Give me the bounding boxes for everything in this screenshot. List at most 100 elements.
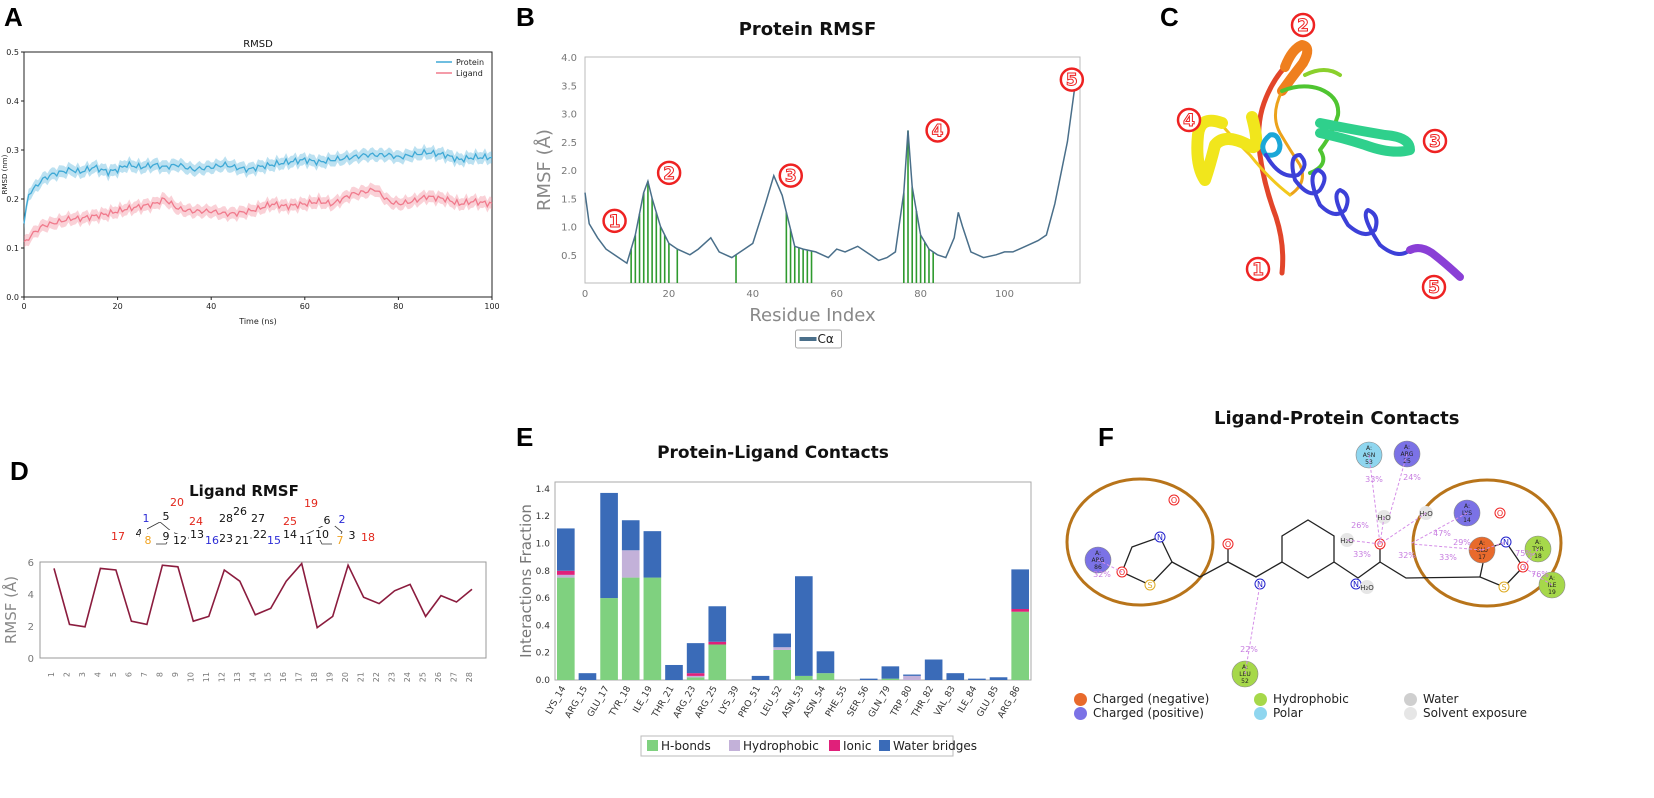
interaction-line — [1481, 541, 1507, 551]
interaction-line — [1368, 454, 1381, 545]
legend-label-ligand: Ligand — [456, 69, 483, 78]
atom-bg — [282, 515, 298, 527]
legend-swatch — [1404, 707, 1417, 720]
residue-chain: A: — [1549, 575, 1555, 582]
x-tick-label: 6 — [124, 672, 133, 677]
residue-chain: A: — [1535, 539, 1541, 546]
bar-segment-water-bridges — [989, 677, 1008, 680]
y-tick-label: 4 — [28, 590, 34, 601]
legend-swatch-h-bonds — [647, 740, 658, 751]
residue-number: 53 — [1365, 459, 1373, 466]
residue-number: 18 — [1534, 553, 1542, 560]
legend: H-bonds Hydrophobic Ionic Water bridges — [640, 735, 977, 757]
marker-circle — [602, 208, 627, 234]
protein-rmsf-chart: Protein RMSF 0 20 40 60 80 100 0.5 1.0 1.5 2.0 2.5 3… — [533, 19, 1085, 349]
interaction-percent: 26% — [1351, 521, 1369, 530]
legend-label: Charged (negative) — [1093, 692, 1210, 706]
marker-number: 4 — [932, 121, 944, 141]
atom-circle — [1498, 581, 1510, 593]
residue-chain: A: — [1404, 444, 1410, 451]
interaction-line — [1379, 516, 1385, 545]
panel-letter-f: F — [1098, 422, 1114, 452]
y-tick-label: 6 — [28, 558, 34, 569]
x-tick-label: ILE_84 — [956, 684, 979, 715]
atom-number: 24 — [189, 515, 203, 528]
bar-segment-water-bridges — [665, 664, 683, 680]
legend-entry: Charged (positive) — [1074, 706, 1204, 720]
atom-bg — [282, 528, 298, 540]
x-tick-label: 18 — [310, 672, 319, 682]
chart-title: Protein-Ligand Contacts — [657, 443, 889, 463]
series-band-protein — [24, 143, 492, 230]
bar-segment-h-bonds — [708, 644, 727, 680]
water-label: H₂O — [1360, 584, 1374, 592]
atom-number: 25 — [283, 515, 297, 528]
protein-structure-image: 1 2 3 4 5 — [1176, 12, 1464, 300]
atom-label: S — [1147, 581, 1152, 590]
linker-right-2 — [1379, 561, 1481, 579]
atom-circle — [1517, 561, 1529, 573]
structure-marker-circle — [1422, 128, 1448, 154]
marker-3: 3 — [778, 163, 804, 188]
marker-4: 4 — [925, 118, 950, 143]
atom-bg — [266, 534, 282, 546]
interaction-line — [1411, 543, 1483, 551]
atom-number: 11 — [299, 534, 313, 547]
atom-number: 9 — [163, 530, 170, 543]
bar-segment-h-bonds — [816, 673, 835, 680]
marker-number: 3 — [785, 167, 797, 187]
y-axis-label: RMSF (Å) — [533, 129, 555, 211]
y-tick-label: 0.4 — [536, 621, 551, 631]
y-tick-label: 0 — [28, 654, 34, 665]
bar-segment-water-bridges — [643, 531, 662, 578]
bar-segment-water-bridges — [751, 675, 770, 680]
atom-label: O — [1225, 540, 1231, 549]
atom-label: N — [1353, 580, 1359, 589]
rmsf-line — [584, 79, 1077, 265]
structure-marker-number: 2 — [1297, 16, 1309, 36]
x-tick-label: 7 — [140, 672, 149, 677]
x-axis-label: Time (ns) — [238, 317, 277, 326]
x-tick-label: 4 — [93, 672, 102, 677]
series-band-ligand — [24, 182, 492, 248]
legend-swatch-hydrophobic — [729, 740, 740, 751]
residue-bubble — [1084, 546, 1112, 574]
y-axis-label: Interactions Fraction — [517, 504, 535, 658]
legend-label-water-bridges: Water bridges — [893, 739, 977, 753]
bar-segment-ionic — [708, 641, 727, 645]
atom-bg — [334, 513, 350, 525]
x-tick-label: 20 — [341, 672, 350, 682]
interaction-line — [1389, 453, 1408, 515]
interaction-percent: 32% — [1093, 570, 1111, 579]
highlight-ellipse-right — [1411, 478, 1563, 608]
x-tick-label: 17 — [295, 672, 304, 682]
legend-entry: Solvent exposure — [1404, 706, 1527, 720]
atom-bg — [319, 514, 335, 526]
interaction-line — [1097, 559, 1123, 573]
x-tick-label: 100 — [484, 302, 499, 311]
y-axis-label: RMSD (nm) — [1, 154, 9, 194]
legend-swatch — [1254, 707, 1267, 720]
atom-bg — [298, 534, 314, 546]
y-tick-label: 0.8 — [536, 567, 551, 577]
highlight-ellipse-left — [1065, 477, 1215, 607]
atom-circle — [1494, 507, 1506, 519]
bar-segment-h-bonds — [643, 577, 662, 680]
bar-segment-h-bonds — [621, 577, 640, 680]
atom-bg — [252, 528, 268, 540]
x-tick-label: 16 — [279, 672, 288, 682]
x-tick-label: 23 — [388, 672, 397, 682]
marker-2: 2 — [656, 160, 682, 186]
bar-segment-water-bridges — [1011, 569, 1029, 609]
atom-number: 17 — [111, 530, 125, 543]
atom-bg — [332, 534, 348, 546]
residue-chain: A: — [1464, 503, 1470, 510]
atom-circle — [1154, 531, 1166, 543]
atom-label: O — [1377, 540, 1383, 549]
legend-label: Hydrophobic — [1273, 692, 1349, 706]
interaction-percent: 33% — [1439, 553, 1457, 562]
structure-marker-circle — [1245, 256, 1271, 282]
water-label: H₂O — [1419, 510, 1433, 518]
legend-swatch — [1074, 693, 1087, 706]
series-line-ligand — [23, 187, 493, 243]
